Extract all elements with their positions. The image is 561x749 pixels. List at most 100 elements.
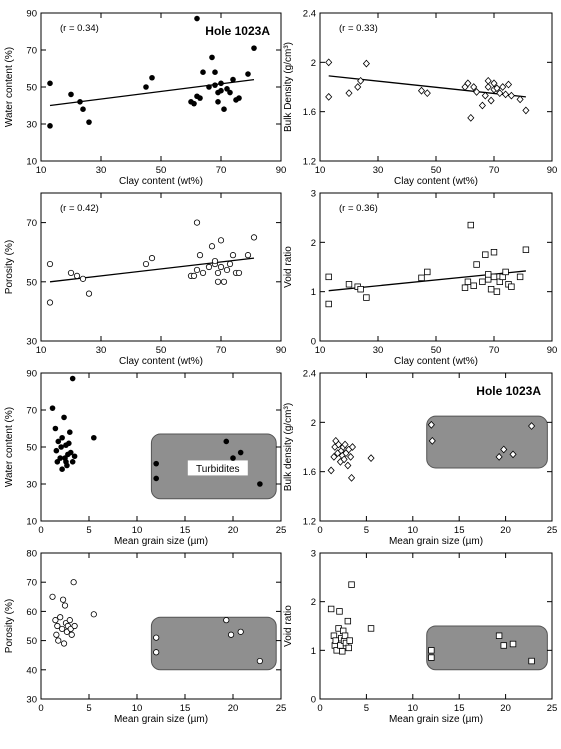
data-point	[70, 579, 77, 586]
correlation-annotation: (r = 0.34)	[60, 23, 99, 34]
x-tick-label: 25	[547, 703, 558, 714]
y-tick-label: 40	[26, 665, 37, 676]
data-point	[235, 269, 243, 277]
data-point	[336, 608, 343, 615]
data-point	[522, 246, 530, 253]
correlation-annotation: (r = 0.33)	[339, 23, 378, 34]
hole-title: Hole 1023A	[205, 24, 270, 38]
y-tick-label: 70	[26, 46, 37, 57]
x-tick-label: 15	[180, 703, 191, 714]
x-tick-label: 90	[547, 165, 558, 176]
y-tick-label: 1.6	[303, 107, 316, 118]
plot-frame	[319, 552, 553, 700]
x-tick-label: 25	[276, 525, 287, 536]
data-point	[490, 248, 498, 256]
data-point	[196, 252, 204, 259]
data-point	[461, 284, 469, 291]
y-axis-label: Void ratio	[283, 246, 294, 288]
data-point	[57, 455, 63, 461]
data-point	[149, 74, 155, 81]
data-point	[487, 96, 495, 105]
data-point	[57, 614, 64, 621]
data-point	[428, 436, 436, 445]
data-point	[528, 657, 535, 665]
y-tick-label: 70	[26, 406, 37, 417]
data-point	[52, 617, 59, 624]
data-point	[218, 87, 224, 94]
data-point	[71, 453, 78, 460]
data-point	[330, 452, 338, 461]
data-point	[347, 452, 355, 461]
data-point	[214, 269, 222, 277]
data-point	[61, 414, 67, 421]
x-axis-label: Mean grain size (µm)	[114, 714, 208, 725]
y-tick-label: 90	[26, 369, 37, 380]
data-point	[67, 449, 74, 456]
data-point	[80, 106, 86, 112]
data-point	[230, 76, 236, 83]
data-point	[256, 657, 263, 665]
turbidite-region	[426, 625, 548, 671]
data-point	[418, 274, 425, 282]
y-axis-label: Water content (%)	[4, 407, 15, 487]
y-axis-label: Void ratio	[283, 605, 294, 647]
x-tick-label: 20	[228, 703, 239, 714]
data-point	[77, 99, 83, 105]
data-point	[500, 445, 508, 454]
data-point	[484, 271, 492, 278]
y-tick-label: 1	[311, 287, 316, 298]
data-point	[327, 466, 335, 475]
y-tick-label: 2.4	[303, 369, 316, 380]
x-tick-label: 10	[408, 525, 419, 536]
data-point	[79, 275, 87, 282]
data-point	[153, 634, 160, 641]
x-tick-label: 90	[547, 345, 558, 356]
data-point	[190, 272, 198, 279]
data-point	[69, 375, 76, 382]
data-point	[153, 475, 159, 482]
data-point	[64, 462, 70, 469]
data-point	[251, 45, 257, 51]
data-point	[423, 89, 431, 98]
data-point	[211, 257, 219, 265]
data-point	[68, 91, 74, 98]
data-point	[348, 473, 356, 482]
data-point	[354, 83, 362, 91]
data-point	[495, 452, 503, 461]
x-tick-label: 70	[216, 345, 227, 356]
x-tick-label: 0	[317, 703, 322, 714]
data-point	[66, 440, 72, 447]
data-point	[345, 89, 353, 98]
data-point	[53, 447, 60, 454]
data-point	[237, 449, 244, 456]
y-tick-label: 1.2	[303, 517, 316, 528]
x-tick-label: 30	[373, 345, 384, 356]
x-tick-label: 70	[489, 165, 500, 176]
x-tick-label: 50	[156, 165, 167, 176]
data-point	[464, 278, 472, 285]
y-tick-label: 50	[26, 636, 37, 647]
data-point	[490, 273, 498, 281]
data-point	[53, 631, 60, 638]
y-tick-label: 10	[26, 517, 37, 528]
data-point	[55, 438, 62, 445]
data-point	[325, 92, 333, 101]
chart-panel-8: 0 5 10 15 20 25 0 1 2 3 Mean grain size (µm) Void r…	[283, 549, 557, 726]
data-point	[46, 299, 54, 306]
x-tick-label: 0	[317, 525, 322, 536]
data-point	[194, 15, 200, 22]
y-axis-label: Bulk density (g/cm³)	[283, 403, 294, 491]
data-point	[223, 617, 230, 624]
x-tick-label: 5	[364, 525, 369, 536]
y-tick-label: 30	[26, 337, 37, 348]
data-point	[227, 631, 235, 638]
x-tick-label: 0	[38, 703, 43, 714]
y-tick-label: 70	[26, 218, 37, 229]
x-tick-label: 10	[408, 703, 419, 714]
data-point	[496, 89, 504, 98]
data-point	[346, 637, 353, 644]
x-axis-label: Clay content (wt%)	[394, 356, 478, 367]
x-tick-label: 70	[489, 345, 500, 356]
x-axis-label: Clay content (wt%)	[394, 176, 478, 187]
